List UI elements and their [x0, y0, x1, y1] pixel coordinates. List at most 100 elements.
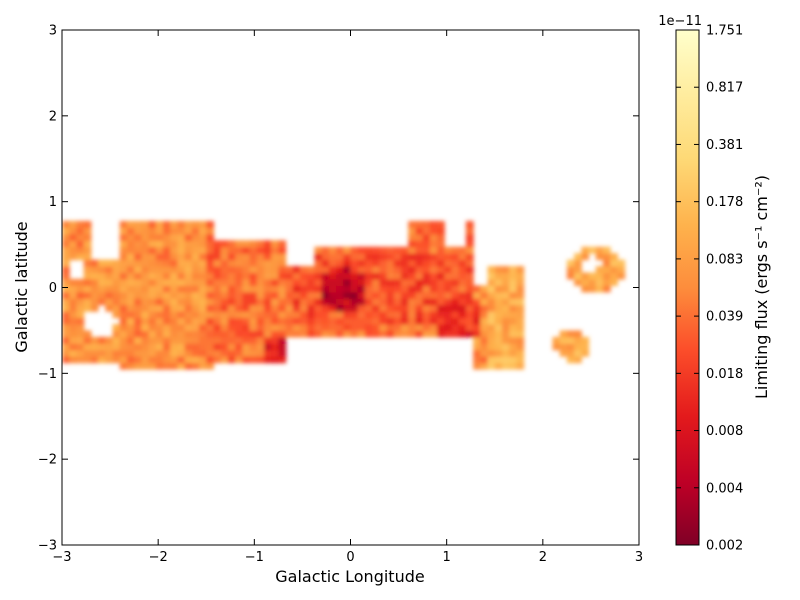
heatmap-cell — [69, 278, 78, 286]
heatmap-cell — [509, 266, 517, 274]
heatmap-cell — [220, 311, 229, 319]
colorbar-tick-label: 0.018 — [706, 367, 743, 382]
heatmap-cell — [559, 343, 568, 351]
y-tick-label: 2 — [49, 109, 57, 124]
heatmap-cell — [199, 311, 207, 319]
heatmap-cell — [422, 278, 431, 286]
heatmap-cell — [574, 343, 582, 351]
heatmap-cell — [134, 343, 142, 351]
heatmap-cell — [292, 323, 301, 332]
heatmap-cell — [170, 240, 178, 248]
heatmap-cell — [162, 323, 171, 332]
heatmap-cell — [141, 253, 150, 261]
heatmap-cell — [184, 220, 193, 229]
heatmap-cell — [148, 362, 157, 370]
heatmap-cell — [162, 362, 171, 370]
heatmap-cell — [574, 253, 582, 261]
heatmap-cell — [451, 272, 460, 280]
x-tick-label: 2 — [539, 550, 547, 565]
heatmap-cell — [119, 356, 128, 364]
heatmap-cell — [278, 240, 287, 248]
colorbar-tick-label: 1.751 — [706, 24, 743, 39]
heatmap-cell — [581, 285, 590, 293]
heatmap-cell — [516, 362, 525, 370]
heatmap-cell — [220, 291, 229, 299]
heatmap-cell — [321, 253, 330, 261]
heatmap-cell — [256, 240, 265, 248]
heatmap-cell — [62, 323, 70, 332]
heatmap-cell — [177, 233, 186, 241]
heatmap-cell — [386, 317, 395, 325]
heatmap-cell — [350, 311, 359, 319]
heatmap-cell — [76, 336, 85, 344]
heatmap-cell — [343, 298, 352, 306]
heatmap-cell — [285, 317, 294, 325]
heatmap-cell — [444, 317, 453, 325]
heatmap-cell — [429, 266, 438, 274]
heatmap-cell — [184, 362, 193, 370]
heatmap-cell — [191, 349, 200, 357]
heatmap-cell — [509, 311, 517, 319]
heatmap-cell — [162, 336, 171, 344]
heatmap-cell — [372, 253, 380, 261]
heatmap-cell — [422, 266, 431, 274]
heatmap-cell — [141, 285, 150, 293]
heatmap-cell — [566, 266, 575, 274]
heatmap-cell — [249, 343, 258, 351]
heatmap-cell — [191, 343, 200, 351]
heatmap-cell — [610, 278, 618, 286]
heatmap-cell — [357, 317, 366, 325]
heatmap-cell — [336, 266, 344, 274]
heatmap-cell — [422, 233, 431, 241]
heatmap-cell — [400, 278, 409, 286]
heatmap-cell — [249, 278, 258, 286]
heatmap-cell — [134, 336, 142, 344]
heatmap-cell — [300, 317, 308, 325]
heatmap-cell — [170, 246, 178, 254]
heatmap-cell — [480, 356, 489, 364]
heatmap-cell — [155, 227, 164, 235]
heatmap-cell — [83, 259, 92, 267]
heatmap-cell — [184, 356, 193, 364]
heatmap-cell — [112, 266, 121, 274]
heatmap-cell — [400, 266, 409, 274]
heatmap-cell — [199, 317, 207, 325]
heatmap-cell — [199, 291, 207, 299]
heatmap-cell — [328, 272, 337, 280]
heatmap-cell — [465, 278, 474, 286]
heatmap-cell — [422, 304, 431, 312]
heatmap-cell — [76, 253, 85, 261]
heatmap-cell — [300, 298, 308, 306]
heatmap-cell — [610, 266, 618, 274]
heatmap-cell — [271, 266, 279, 274]
heatmap-cell — [415, 285, 424, 293]
heatmap-cell — [364, 330, 373, 338]
heatmap-cell — [465, 330, 474, 338]
heatmap-cell — [206, 330, 215, 338]
heatmap-cell — [501, 285, 510, 293]
heatmap-cell — [307, 285, 316, 293]
heatmap-cell — [393, 323, 402, 332]
heatmap-cell — [199, 240, 207, 248]
heatmap-cell — [227, 349, 236, 357]
heatmap-cell — [386, 330, 395, 338]
heatmap-cell — [69, 323, 78, 332]
heatmap-cell — [162, 356, 171, 364]
heatmap-cell — [162, 266, 171, 274]
heatmap-cell — [227, 259, 236, 267]
heatmap-cell — [155, 330, 164, 338]
heatmap-cell — [199, 356, 207, 364]
heatmap-cell — [263, 253, 272, 261]
heatmap-cell — [480, 291, 489, 299]
heatmap-cell — [213, 336, 222, 344]
heatmap-cell — [285, 304, 294, 312]
colorbar-tick-label: 0.002 — [706, 539, 743, 554]
heatmap-cell — [206, 336, 215, 344]
heatmap-cell — [480, 285, 489, 293]
heatmap-cell — [429, 330, 438, 338]
heatmap-cell — [314, 330, 323, 338]
colorbar-tick-label: 0.083 — [706, 252, 743, 267]
heatmap-cell — [278, 285, 287, 293]
heatmap-cell — [69, 240, 78, 248]
heatmap-cell — [437, 285, 445, 293]
